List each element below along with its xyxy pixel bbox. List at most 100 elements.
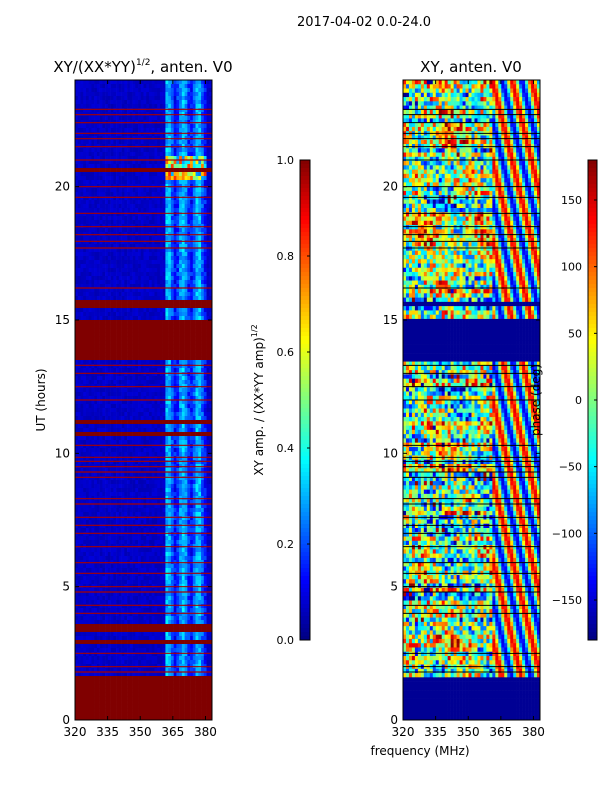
amplitude-heatmap-cell (168, 244, 172, 249)
amplitude-heatmap-cell (88, 300, 92, 305)
amplitude-heatmap-cell (154, 412, 158, 417)
amplitude-heatmap-cell (75, 328, 79, 333)
amplitude-heatmap-cell (132, 188, 136, 193)
amplitude-heatmap-cell (179, 432, 183, 437)
amplitude-heatmap-cell (94, 272, 98, 277)
amplitude-heatmap-cell (148, 400, 153, 405)
amplitude-heatmap-cell (148, 428, 153, 433)
amplitude-heatmap-cell (203, 332, 207, 337)
amplitude-heatmap-cell (83, 80, 87, 85)
amplitude-heatmap-cell (140, 252, 144, 257)
amplitude-heatmap-cell (198, 332, 202, 337)
amplitude-heatmap-cell (151, 400, 155, 405)
amplitude-heatmap-cell (99, 200, 103, 205)
amplitude-heatmap-cell (143, 160, 147, 165)
amplitude-heatmap-cell (190, 396, 194, 401)
amplitude-heatmap-cell (173, 452, 177, 457)
amplitude-heatmap-cell (135, 92, 139, 97)
amplitude-heatmap-cell (110, 88, 114, 93)
amplitude-heatmap-cell (99, 192, 103, 197)
amplitude-heatmap-cell (127, 320, 131, 325)
amplitude-heatmap-cell (148, 152, 153, 157)
amplitude-heatmap-cell (85, 292, 89, 297)
amplitude-heatmap-cell (203, 208, 207, 213)
amplitude-heatmap-cell (85, 460, 89, 465)
amplitude-heatmap-cell (135, 364, 139, 369)
amplitude-heatmap-cell (187, 312, 191, 317)
amplitude-heatmap-cell (85, 180, 89, 185)
amplitude-heatmap-cell (146, 388, 150, 393)
amplitude-heatmap-cell (75, 220, 79, 225)
amplitude-heatmap-cell (143, 340, 147, 345)
amplitude-heatmap-cell (80, 472, 84, 477)
amplitude-heatmap-cell (129, 320, 133, 325)
amplitude-heatmap-cell (77, 456, 81, 461)
amplitude-heatmap-cell (143, 428, 147, 433)
amplitude-heatmap-cell (135, 228, 139, 233)
amplitude-heatmap-cell (146, 460, 150, 465)
amplitude-heatmap-cell (132, 296, 136, 301)
amplitude-heatmap-cell (135, 96, 139, 101)
amplitude-heatmap-cell (201, 368, 205, 373)
amplitude-heatmap-cell (179, 96, 183, 101)
amplitude-heatmap-cell (190, 436, 194, 441)
amplitude-heatmap-cell (107, 276, 111, 281)
amplitude-heatmap-cell (96, 220, 100, 225)
amplitude-heatmap-cell (190, 460, 194, 465)
amplitude-heatmap-cell (179, 128, 183, 133)
amplitude-heatmap-cell (127, 200, 131, 205)
amplitude-heatmap-cell (151, 432, 155, 437)
amplitude-heatmap-cell (176, 380, 180, 385)
amplitude-heatmap-cell (154, 272, 158, 277)
amplitude-heatmap-cell (77, 332, 81, 337)
amplitude-heatmap-cell (124, 84, 128, 89)
amplitude-heatmap-cell (116, 116, 120, 121)
amplitude-heatmap-cell (94, 428, 98, 433)
amplitude-heatmap-cell (170, 468, 174, 473)
amplitude-heatmap-cell (105, 312, 109, 317)
amplitude-heatmap-cell (88, 244, 92, 249)
amplitude-heatmap-cell (132, 80, 136, 85)
amplitude-heatmap-cell (127, 268, 131, 273)
amplitude-heatmap-cell (168, 80, 172, 85)
amplitude-heatmap-cell (121, 420, 125, 425)
amplitude-heatmap-cell (77, 204, 81, 209)
amplitude-heatmap-cell (77, 124, 81, 129)
amplitude-heatmap-cell (168, 220, 172, 225)
amplitude-heatmap-cell (135, 456, 139, 461)
amplitude-heatmap-cell (159, 244, 163, 249)
amplitude-heatmap-cell (88, 256, 92, 261)
amplitude-heatmap-cell (162, 284, 166, 289)
amplitude-heatmap-cell (135, 476, 139, 481)
amplitude-heatmap-cell (198, 272, 202, 277)
amplitude-heatmap-cell (85, 204, 89, 209)
amplitude-heatmap-cell (85, 88, 89, 93)
amplitude-heatmap-cell (88, 356, 92, 361)
amplitude-heatmap-cell (83, 328, 87, 333)
amplitude-heatmap-cell (198, 100, 202, 105)
amplitude-heatmap-cell (113, 168, 117, 173)
amplitude-heatmap-cell (83, 148, 87, 153)
amplitude-heatmap-cell (143, 360, 147, 365)
amplitude-heatmap-cell (105, 476, 109, 481)
amplitude-heatmap-cell (151, 96, 155, 101)
amplitude-heatmap-cell (129, 440, 133, 445)
amplitude-heatmap-cell (75, 344, 79, 349)
amplitude-heatmap-cell (165, 284, 169, 289)
amplitude-heatmap-cell (206, 216, 210, 221)
amplitude-heatmap-cell (201, 252, 205, 257)
amplitude-heatmap-cell (102, 140, 106, 145)
amplitude-heatmap-cell (138, 336, 142, 341)
amplitude-heatmap-cell (124, 320, 128, 325)
amplitude-heatmap-cell (192, 280, 196, 285)
amplitude-heatmap-cell (113, 240, 117, 245)
amplitude-heatmap-cell (184, 416, 188, 421)
amplitude-heatmap-cell (154, 104, 158, 109)
amplitude-heatmap-cell (124, 308, 128, 313)
amplitude-heatmap-cell (157, 280, 161, 285)
amplitude-heatmap-cell (138, 260, 142, 265)
amplitude-heatmap-cell (140, 320, 144, 325)
amplitude-heatmap-cell (116, 456, 120, 461)
amplitude-heatmap-cell (140, 108, 144, 113)
amplitude-heatmap-cell (80, 188, 84, 193)
